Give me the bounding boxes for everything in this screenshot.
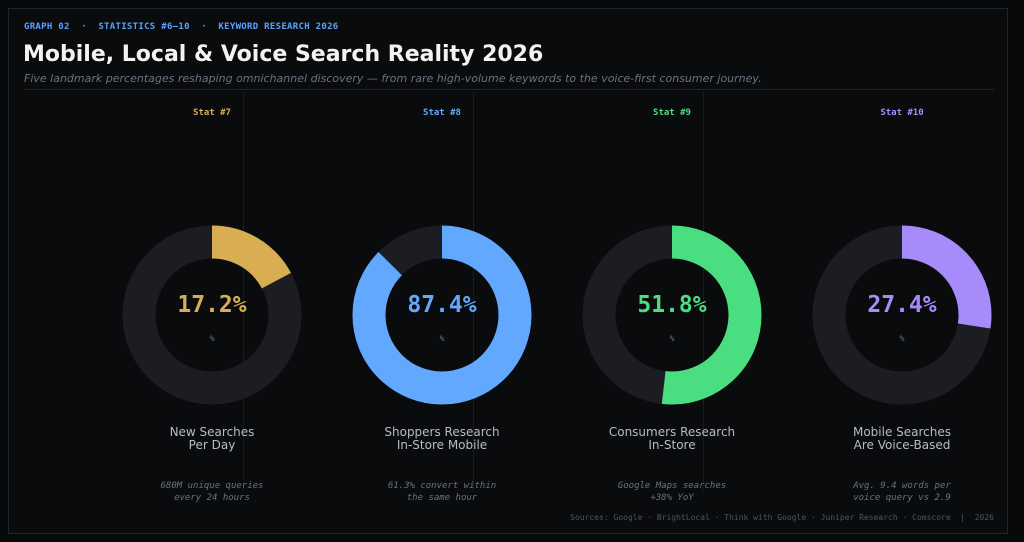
donut-value-arc xyxy=(122,225,302,405)
stat-label: Shoppers Research In-Store Mobile xyxy=(327,426,557,452)
stat-note-line: every 24 hours xyxy=(174,493,250,503)
donut-value-arc xyxy=(582,225,762,405)
panel-divider xyxy=(473,92,474,490)
stat-panel-10: Stat #10 27.4% % Mobile Searches Are Voi… xyxy=(787,100,1017,510)
stat-label: New Searches Per Day xyxy=(97,426,327,452)
stat-tag: Stat #9 xyxy=(653,108,691,118)
stat-unit: % xyxy=(439,334,445,343)
stat-note: Avg. 9.4 words per voice query vs 2.9 xyxy=(787,480,1017,504)
stat-label: Consumers Research In-Store xyxy=(557,426,787,452)
stat-label-line: Mobile Searches xyxy=(852,425,952,439)
stat-value: 51.8% xyxy=(637,292,707,318)
page-title: Mobile, Local & Voice Search Reality 202… xyxy=(23,42,544,67)
stat-value: 87.4% xyxy=(407,292,477,318)
stat-unit: % xyxy=(209,334,215,343)
stat-note-line: 61.3% convert within xyxy=(387,481,497,491)
donut-chart xyxy=(582,225,762,405)
sources-footer: Sources: Google · BrightLocal · Think wi… xyxy=(570,513,994,522)
header-kicker: GRAPH 02 · STATISTICS #6–10 · KEYWORD RE… xyxy=(24,22,339,32)
stat-note: Google Maps searches +38% YoY xyxy=(557,480,787,504)
stat-label-line: New Searches xyxy=(169,425,255,439)
stat-label-line: Are Voice-Based xyxy=(853,438,951,452)
stat-note-line: the same hour xyxy=(406,493,478,503)
stat-note: 61.3% convert within the same hour xyxy=(327,480,557,504)
stat-panel-8: Stat #8 87.4% % Shoppers Research In-Sto… xyxy=(327,100,557,510)
stat-label-line: Per Day xyxy=(188,438,236,452)
stat-panel-7: Stat #7 17.2% % New Searches Per Day 680… xyxy=(97,100,327,510)
stat-label-line: Shoppers Research xyxy=(384,425,500,439)
donut-value-arc xyxy=(812,225,992,405)
page-subtitle: Five landmark percentages reshaping omni… xyxy=(24,72,762,85)
donut-value-arc xyxy=(352,225,532,405)
stat-label-line: In-Store Mobile xyxy=(396,438,488,452)
header-rule xyxy=(24,89,994,90)
stat-unit: % xyxy=(669,334,675,343)
stat-tag: Stat #8 xyxy=(423,108,461,118)
stat-note: 680M unique queries every 24 hours xyxy=(97,480,327,504)
donut-chart xyxy=(122,225,302,405)
stat-note-line: Google Maps searches xyxy=(617,481,727,491)
stat-value: 17.2% xyxy=(177,292,247,318)
stat-label-line: In-Store xyxy=(648,438,696,452)
donut-chart xyxy=(812,225,992,405)
donut-chart xyxy=(352,225,532,405)
stat-value: 27.4% xyxy=(867,292,937,318)
stat-note-line: +38% YoY xyxy=(650,493,694,503)
stat-label: Mobile Searches Are Voice-Based xyxy=(787,426,1017,452)
stat-tag: Stat #7 xyxy=(193,108,231,118)
stat-unit: % xyxy=(899,334,905,343)
stat-note-line: Avg. 9.4 words per xyxy=(853,481,951,491)
stat-note-line: voice query vs 2.9 xyxy=(853,493,951,503)
stat-tag: Stat #10 xyxy=(880,108,924,118)
panel-divider xyxy=(243,92,244,490)
stat-label-line: Consumers Research xyxy=(608,425,736,439)
stat-note-line: 680M unique queries xyxy=(160,481,264,491)
panel-divider xyxy=(703,92,704,490)
stat-panel-9: Stat #9 51.8% % Consumers Research In-St… xyxy=(557,100,787,510)
